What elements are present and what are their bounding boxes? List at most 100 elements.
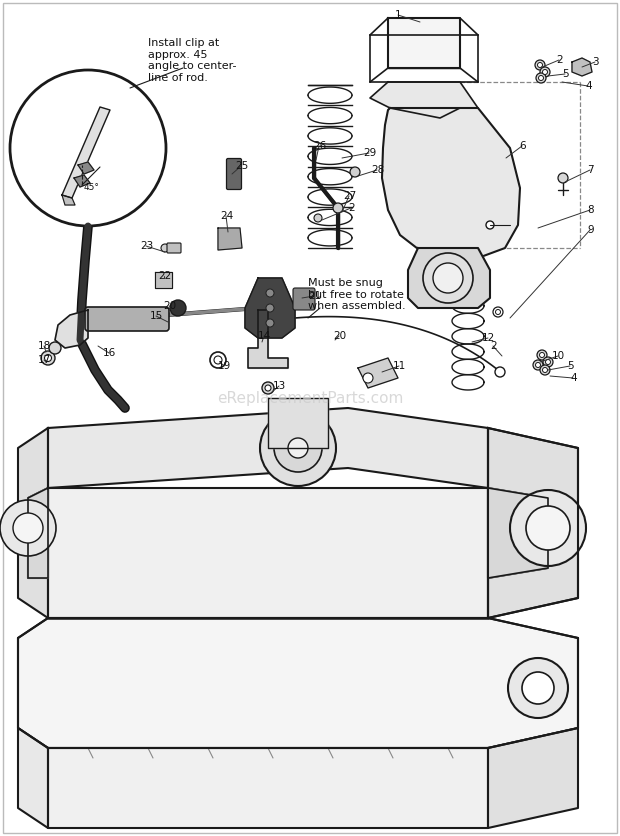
Text: 28: 28 [371, 165, 384, 175]
Text: 18: 18 [38, 341, 51, 351]
Polygon shape [218, 228, 242, 250]
FancyBboxPatch shape [85, 307, 169, 331]
Text: 5: 5 [567, 361, 574, 371]
Text: 20: 20 [333, 331, 346, 341]
Text: 13: 13 [273, 381, 286, 391]
Text: 16: 16 [103, 348, 117, 358]
Text: 15: 15 [150, 311, 163, 321]
Polygon shape [18, 428, 48, 618]
Polygon shape [382, 108, 520, 260]
Text: 27: 27 [343, 191, 356, 201]
Text: 25: 25 [235, 161, 248, 171]
Polygon shape [248, 310, 288, 368]
Polygon shape [62, 107, 110, 198]
Circle shape [535, 60, 545, 70]
Circle shape [274, 424, 322, 472]
Circle shape [540, 67, 550, 77]
Text: 23: 23 [140, 241, 153, 251]
FancyBboxPatch shape [226, 159, 242, 190]
Text: 22: 22 [158, 271, 171, 281]
Circle shape [214, 356, 222, 364]
Circle shape [536, 73, 546, 83]
Circle shape [508, 658, 568, 718]
Circle shape [526, 506, 570, 550]
Polygon shape [370, 82, 478, 118]
Circle shape [13, 513, 43, 543]
Text: 45°: 45° [84, 183, 100, 192]
Text: 14: 14 [258, 331, 272, 341]
Text: 24: 24 [220, 211, 233, 221]
Circle shape [537, 350, 547, 360]
Text: 26: 26 [313, 141, 326, 151]
Polygon shape [74, 175, 90, 187]
Circle shape [10, 70, 166, 226]
Circle shape [542, 368, 547, 373]
Circle shape [314, 214, 322, 222]
Circle shape [542, 69, 547, 74]
Text: 20: 20 [163, 301, 176, 311]
Circle shape [41, 351, 55, 365]
Circle shape [363, 373, 373, 383]
Polygon shape [18, 728, 48, 828]
Text: 29: 29 [363, 148, 376, 158]
Circle shape [543, 357, 553, 367]
Text: 2: 2 [348, 203, 355, 213]
Polygon shape [18, 618, 578, 748]
Circle shape [495, 367, 505, 377]
Polygon shape [155, 272, 172, 288]
Circle shape [536, 363, 541, 368]
Polygon shape [388, 18, 460, 68]
Text: 1: 1 [395, 10, 402, 20]
Circle shape [433, 263, 463, 293]
Circle shape [266, 289, 274, 297]
Text: 6: 6 [519, 141, 526, 151]
Circle shape [45, 354, 51, 361]
Polygon shape [572, 58, 592, 76]
Polygon shape [245, 278, 295, 338]
Circle shape [486, 221, 494, 229]
Polygon shape [28, 488, 48, 578]
Text: 11: 11 [393, 361, 406, 371]
Circle shape [49, 342, 61, 354]
Circle shape [539, 75, 544, 80]
Text: Install clip at
approx. 45
angle to center-
line of rod.: Install clip at approx. 45 angle to cent… [148, 38, 236, 83]
Circle shape [546, 359, 551, 364]
Text: 19: 19 [218, 361, 231, 371]
Polygon shape [358, 358, 398, 388]
Circle shape [266, 304, 274, 312]
Circle shape [288, 438, 308, 458]
Circle shape [170, 300, 186, 316]
Circle shape [265, 385, 271, 391]
FancyBboxPatch shape [167, 243, 181, 253]
Text: eReplacementParts.com: eReplacementParts.com [217, 390, 403, 405]
Polygon shape [488, 728, 578, 828]
Circle shape [350, 167, 360, 177]
Polygon shape [78, 162, 94, 174]
Text: 5: 5 [562, 69, 569, 79]
Text: 7: 7 [587, 165, 593, 175]
Polygon shape [48, 748, 488, 828]
Polygon shape [62, 195, 75, 205]
Circle shape [262, 382, 274, 394]
Text: 21: 21 [308, 291, 321, 301]
Circle shape [161, 244, 169, 252]
Circle shape [538, 63, 542, 68]
Polygon shape [48, 408, 488, 488]
Circle shape [260, 410, 336, 486]
Circle shape [493, 307, 503, 317]
Text: 8: 8 [587, 205, 593, 215]
Text: 3: 3 [592, 57, 599, 67]
Polygon shape [488, 488, 548, 578]
Circle shape [0, 500, 56, 556]
Circle shape [423, 253, 473, 303]
Polygon shape [55, 310, 88, 348]
Text: Must be snug
but free to rotate
when assembled.: Must be snug but free to rotate when ass… [308, 278, 405, 311]
Polygon shape [48, 488, 488, 618]
Circle shape [210, 352, 226, 368]
Text: 10: 10 [552, 351, 565, 361]
Circle shape [510, 490, 586, 566]
Circle shape [540, 365, 550, 375]
Text: 17: 17 [38, 355, 51, 365]
Polygon shape [408, 248, 490, 308]
FancyBboxPatch shape [293, 288, 315, 310]
